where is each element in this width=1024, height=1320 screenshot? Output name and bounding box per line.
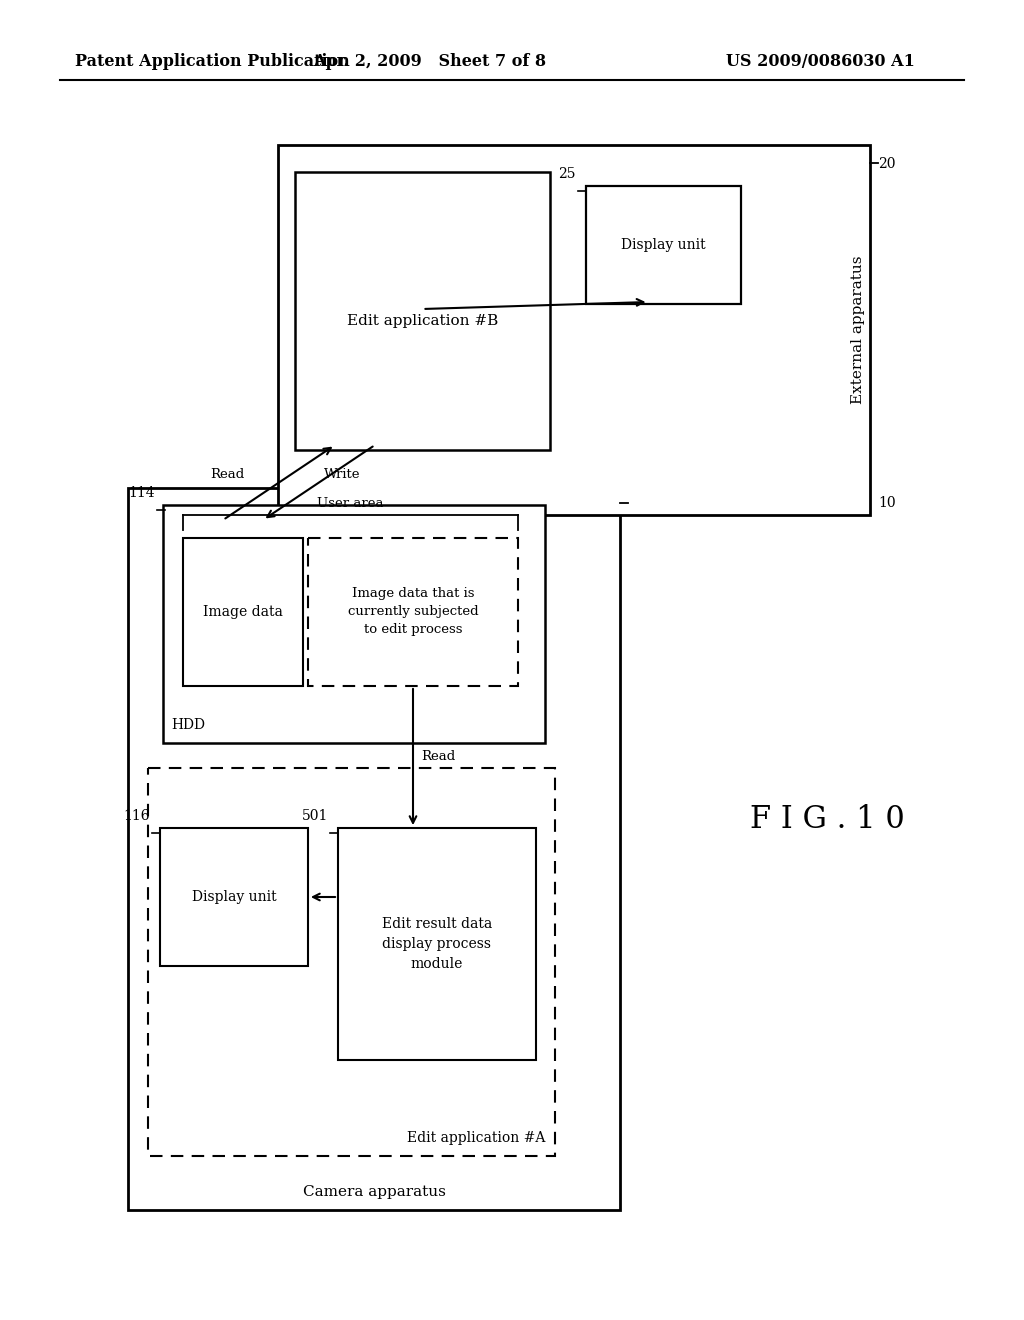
Bar xyxy=(278,145,870,515)
Text: Display unit: Display unit xyxy=(191,890,276,904)
Text: Image data: Image data xyxy=(203,605,283,619)
Bar xyxy=(295,172,550,450)
Text: F I G . 1 0: F I G . 1 0 xyxy=(750,804,905,836)
Bar xyxy=(148,768,555,1156)
Text: US 2009/0086030 A1: US 2009/0086030 A1 xyxy=(726,54,914,70)
Text: Edit application #B: Edit application #B xyxy=(347,314,498,327)
Text: 10: 10 xyxy=(878,496,896,510)
Text: Read: Read xyxy=(210,469,244,480)
Bar xyxy=(128,488,620,1210)
Text: 116: 116 xyxy=(124,809,150,822)
Bar xyxy=(308,539,518,686)
Text: User area: User area xyxy=(317,498,384,510)
Bar xyxy=(160,828,308,966)
Text: External apparatus: External apparatus xyxy=(851,256,865,404)
Text: Read: Read xyxy=(421,751,456,763)
Text: HDD: HDD xyxy=(171,718,205,733)
Text: 114: 114 xyxy=(128,486,155,500)
Text: 20: 20 xyxy=(878,157,896,172)
Text: Edit result data
display process
module: Edit result data display process module xyxy=(382,917,493,970)
Text: Apr. 2, 2009   Sheet 7 of 8: Apr. 2, 2009 Sheet 7 of 8 xyxy=(313,54,547,70)
Bar xyxy=(163,506,545,743)
Text: Display unit: Display unit xyxy=(622,238,706,252)
Bar xyxy=(338,828,536,1060)
Text: Patent Application Publication: Patent Application Publication xyxy=(75,54,350,70)
Bar xyxy=(586,186,741,304)
Text: 25: 25 xyxy=(558,168,575,181)
Text: 501: 501 xyxy=(302,809,328,822)
Text: Write: Write xyxy=(324,469,360,480)
Text: Camera apparatus: Camera apparatus xyxy=(302,1185,445,1199)
Text: Edit application #A: Edit application #A xyxy=(407,1131,545,1144)
Bar xyxy=(183,539,303,686)
Text: Image data that is
currently subjected
to edit process: Image data that is currently subjected t… xyxy=(348,587,478,636)
